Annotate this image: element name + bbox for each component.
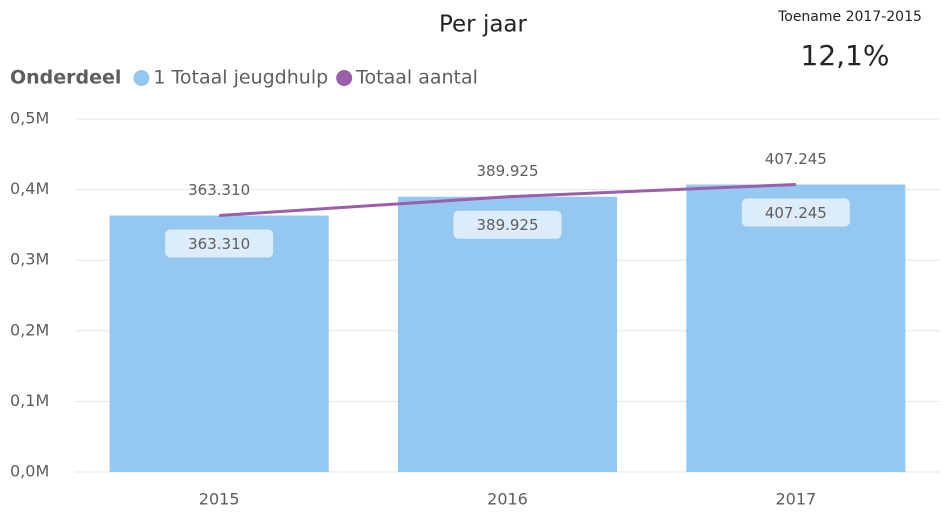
data-label: 389.925 bbox=[476, 216, 538, 234]
y-tick-label: 0,0M bbox=[10, 462, 49, 481]
bar bbox=[109, 215, 329, 472]
data-label: 407.245 bbox=[765, 204, 827, 222]
legend-marker bbox=[133, 70, 150, 86]
x-tick-label: 2016 bbox=[487, 490, 528, 509]
bar bbox=[686, 184, 906, 472]
bar bbox=[397, 196, 618, 472]
legend: Onderdeel 1 Totaal jeugdhulp Totaal aantal bbox=[10, 67, 478, 89]
data-label: 389.925 bbox=[476, 162, 538, 180]
x-tick-label: 2015 bbox=[199, 490, 240, 509]
chart-title: Per jaar bbox=[439, 12, 528, 38]
data-label-box bbox=[165, 229, 274, 258]
y-tick-label: 0,5M bbox=[10, 109, 49, 128]
data-label-box bbox=[741, 198, 850, 227]
data-label: 363.310 bbox=[188, 235, 250, 253]
line bbox=[219, 182, 796, 217]
data-label: 363.310 bbox=[188, 181, 250, 199]
y-tick-label: 0,2M bbox=[10, 320, 49, 339]
legend-label: 1 Totaal jeugdhulp bbox=[153, 67, 328, 89]
y-tick-label: 0,3M bbox=[10, 250, 49, 269]
data-label-box bbox=[453, 210, 562, 239]
x-tick-label: 2017 bbox=[775, 490, 816, 509]
y-tick-label: 0,4M bbox=[10, 179, 49, 198]
legend-label: Totaal aantal bbox=[355, 67, 478, 89]
data-label: 407.245 bbox=[765, 150, 827, 168]
card-value: 12,1% bbox=[801, 39, 890, 72]
legend-marker bbox=[336, 70, 353, 86]
y-tick-label: 0,1M bbox=[10, 391, 49, 410]
legend-title: Onderdeel bbox=[10, 67, 121, 89]
card-title: Toename 2017-2015 bbox=[777, 9, 922, 25]
